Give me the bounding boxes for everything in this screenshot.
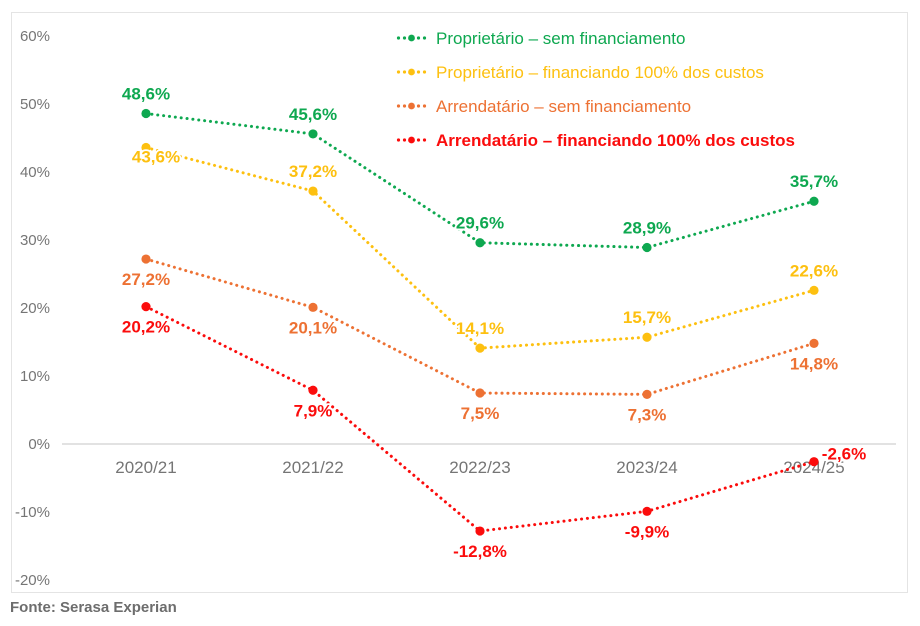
value-label-red: -2,6%: [822, 445, 866, 464]
data-point-orange: [141, 254, 151, 264]
value-label-orange: 7,3%: [628, 405, 667, 424]
legend-item-orange: Arrendatário – sem financiamento: [396, 89, 795, 123]
legend-marker-icon: [396, 34, 427, 42]
data-point-yellow: [141, 142, 151, 153]
value-label-yellow: 43,6%: [132, 148, 180, 167]
data-point-yellow: [475, 343, 485, 353]
data-point-orange: [809, 338, 819, 348]
legend-item-label: Arrendatário – sem financiamento: [436, 96, 692, 116]
value-label-green: 45,6%: [289, 105, 337, 124]
data-point-red: [642, 506, 652, 516]
x-tick-label: 2020/21: [115, 458, 176, 477]
data-point-red: [475, 526, 485, 536]
value-label-green: 28,9%: [623, 218, 671, 237]
x-tick-label: 2024/25: [783, 458, 844, 477]
y-tick-label: 10%: [20, 368, 50, 385]
source-note: Fonte: Serasa Experian: [10, 599, 177, 616]
data-point-orange: [475, 388, 485, 398]
data-point-green: [809, 196, 819, 206]
data-point-red: [141, 302, 151, 312]
value-label-orange: 27,2%: [122, 270, 170, 289]
value-label-orange: 20,1%: [289, 318, 337, 337]
x-tick-label: 2023/24: [616, 458, 677, 477]
data-point-orange: [308, 302, 318, 312]
value-label-red: 7,9%: [294, 401, 333, 420]
series-line-yellow: [144, 146, 816, 350]
y-tick-label: 20%: [20, 300, 50, 317]
data-point-orange: [642, 389, 652, 399]
legend-item-label: Proprietário – financiando 100% dos cust…: [436, 62, 764, 82]
chart-legend: Proprietário – sem financiamento Propriet…: [396, 21, 795, 157]
value-label-green: 48,6%: [122, 85, 170, 104]
x-tick-label: 2021/22: [282, 458, 343, 477]
legend-item-red: Arrendatário – financiando 100% dos cust…: [396, 123, 795, 157]
data-point-yellow: [642, 332, 652, 342]
y-tick-label: -20%: [15, 572, 50, 589]
data-point-red: [308, 385, 318, 395]
y-tick-label: 30%: [20, 232, 50, 249]
value-label-yellow: 37,2%: [289, 162, 337, 181]
legend-marker-icon: [396, 68, 427, 76]
legend-item-yellow: Proprietário – financiando 100% dos cust…: [396, 55, 795, 89]
legend-item-label: Proprietário – sem financiamento: [436, 28, 686, 48]
data-point-green: [642, 242, 652, 253]
legend-item-label: Arrendatário – financiando 100% dos cust…: [436, 130, 795, 150]
data-point-yellow: [809, 285, 819, 295]
y-tick-label: 60%: [20, 28, 50, 45]
value-label-red: -12,8%: [453, 542, 507, 561]
value-label-orange: 14,8%: [790, 354, 838, 373]
x-tick-label: 2022/23: [449, 458, 510, 477]
y-tick-label: -10%: [15, 504, 50, 521]
series-line-red: [144, 305, 816, 533]
y-tick-label: 50%: [20, 96, 50, 113]
value-label-yellow: 14,1%: [456, 319, 504, 338]
y-tick-label: 40%: [20, 164, 50, 181]
chart-panel: [11, 12, 908, 593]
legend-marker-icon: [396, 136, 427, 144]
data-point-red: [809, 457, 819, 467]
y-tick-label: 0%: [28, 436, 50, 453]
value-label-green: 29,6%: [456, 214, 504, 233]
value-label-yellow: 15,7%: [623, 308, 671, 327]
legend-item-green: Proprietário – sem financiamento: [396, 21, 795, 55]
value-label-orange: 7,5%: [461, 404, 500, 423]
value-label-green: 35,7%: [790, 172, 838, 191]
data-point-green: [141, 108, 151, 119]
data-point-yellow: [308, 186, 318, 196]
series-line-green: [144, 112, 816, 249]
legend-marker-icon: [396, 102, 427, 110]
value-label-red: -9,9%: [625, 522, 669, 541]
data-point-green: [475, 238, 485, 248]
value-label-red: 20,2%: [122, 318, 170, 337]
value-label-yellow: 22,6%: [790, 261, 838, 280]
data-point-green: [308, 129, 318, 139]
